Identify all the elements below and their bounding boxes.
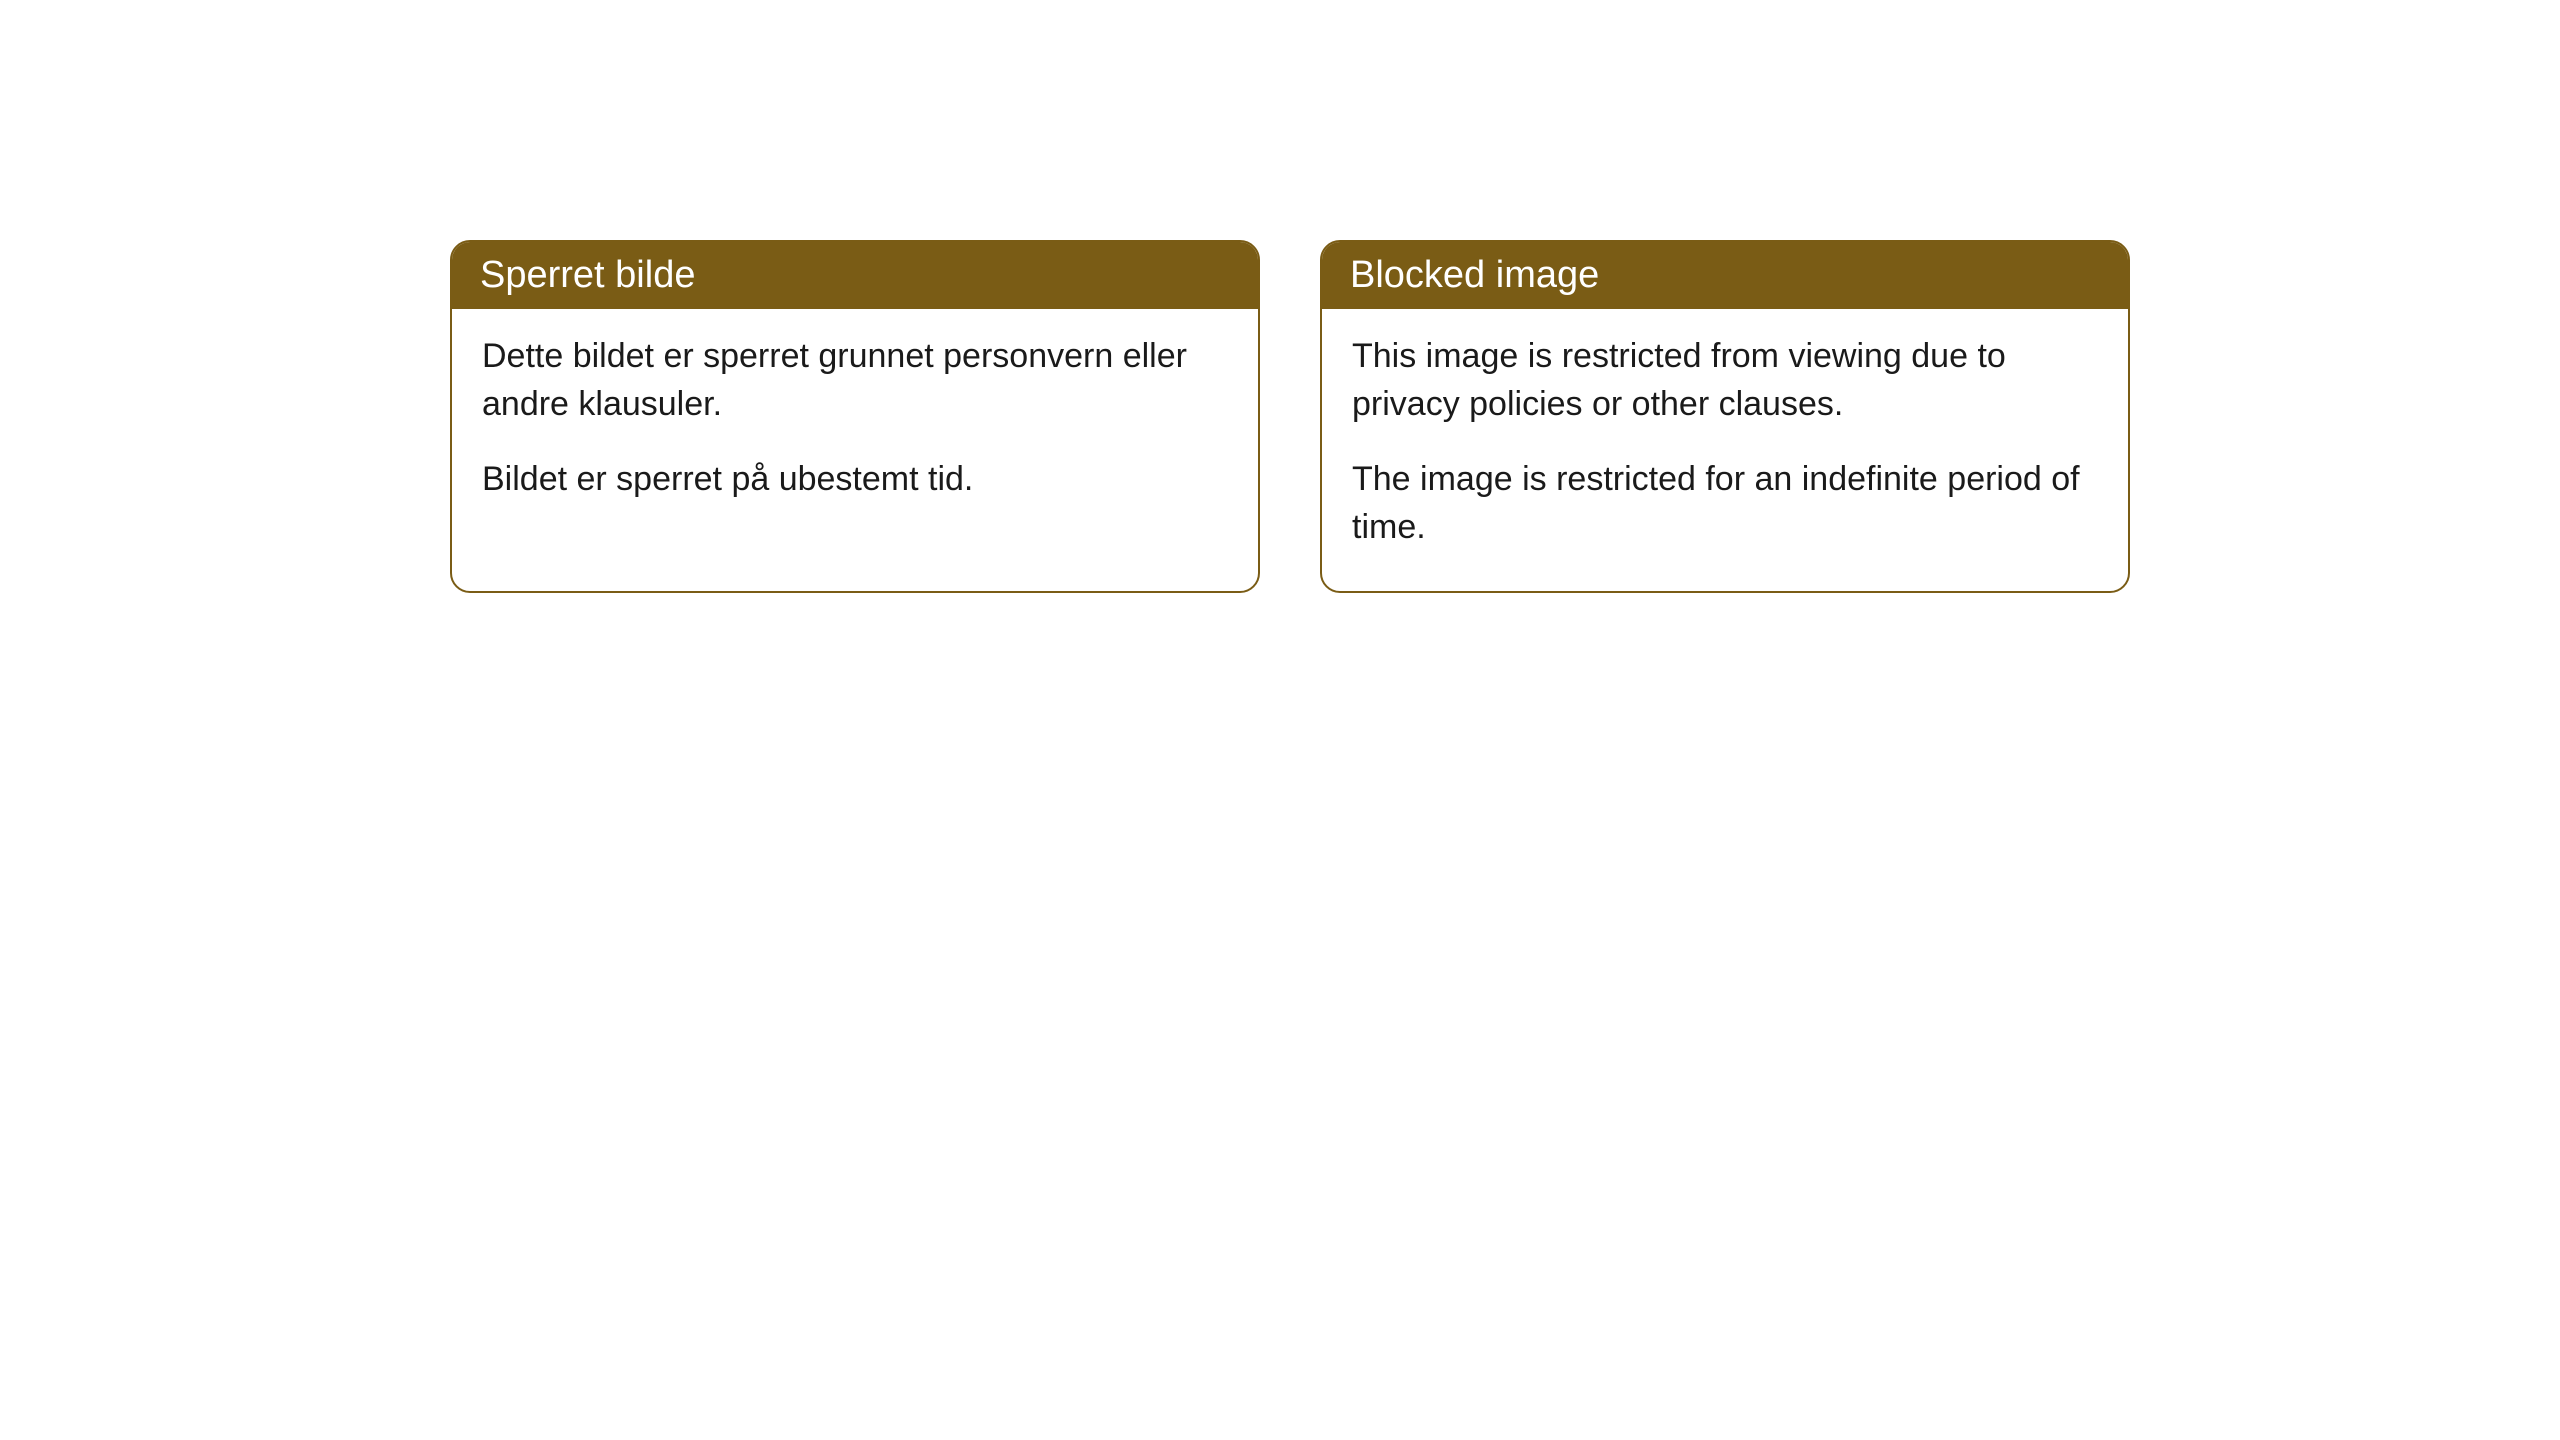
card-paragraph-1: Dette bildet er sperret grunnet personve… bbox=[482, 333, 1228, 428]
card-header: Blocked image bbox=[1322, 242, 2128, 309]
card-body: This image is restricted from viewing du… bbox=[1322, 309, 2128, 591]
notice-card-norwegian: Sperret bilde Dette bildet er sperret gr… bbox=[450, 240, 1260, 593]
notice-card-english: Blocked image This image is restricted f… bbox=[1320, 240, 2130, 593]
card-paragraph-2: The image is restricted for an indefinit… bbox=[1352, 456, 2098, 551]
card-title: Sperret bilde bbox=[480, 254, 695, 296]
card-header: Sperret bilde bbox=[452, 242, 1258, 309]
card-body: Dette bildet er sperret grunnet personve… bbox=[452, 309, 1258, 544]
notice-cards-container: Sperret bilde Dette bildet er sperret gr… bbox=[450, 240, 2130, 593]
card-paragraph-2: Bildet er sperret på ubestemt tid. bbox=[482, 456, 1228, 504]
card-paragraph-1: This image is restricted from viewing du… bbox=[1352, 333, 2098, 428]
card-title: Blocked image bbox=[1350, 254, 1599, 296]
